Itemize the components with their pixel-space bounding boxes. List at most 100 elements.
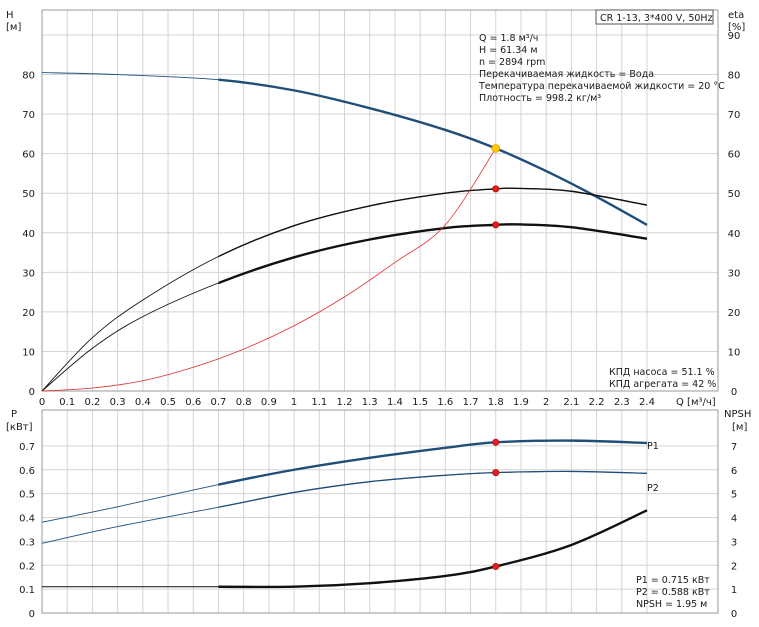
duty-point-marker: [492, 562, 500, 570]
series-P1-operating-range: [218, 439, 648, 486]
x-tick-label: 2.4: [639, 397, 655, 408]
h-axis-label: H: [6, 10, 14, 21]
x-tick-label: 1.3: [362, 397, 378, 408]
duty-point-marker: [492, 438, 500, 446]
x-tick-label: 2.2: [589, 397, 605, 408]
x-tick-label: 2: [543, 397, 549, 408]
series-head-operating-range: [218, 78, 648, 226]
top-y-right-tick-label: 30: [728, 268, 741, 279]
duty-point-marker: [492, 221, 500, 229]
h-axis-unit: [м]: [6, 22, 21, 33]
top-y-tick-label: 80: [22, 71, 35, 82]
top-y-tick-label: 50: [22, 189, 35, 200]
top-y-right-tick-label: 50: [728, 189, 741, 200]
p-axis-label: P: [11, 409, 17, 420]
npsh-axis-unit: [м]: [732, 422, 747, 433]
top-y-tick-label: 40: [22, 229, 35, 240]
top-y-tick-label: 70: [22, 110, 35, 121]
x-tick-label: 0: [39, 397, 45, 408]
x-tick-label: 1.5: [412, 397, 428, 408]
x-tick-label: 1.6: [437, 397, 453, 408]
top-y-right-tick-label: 40: [728, 229, 741, 240]
top-y-tick-label: 20: [22, 308, 35, 319]
series-P2-operating-range: [218, 470, 648, 508]
x-tick-label: 0.5: [160, 397, 176, 408]
bottom-frame: [41, 409, 719, 614]
top-y-right-tick-label: 20: [728, 308, 741, 319]
bottom-y-tick-label: 0: [29, 609, 35, 620]
top-panel: [41, 9, 719, 392]
x-tick-label: 1.4: [387, 397, 403, 408]
bottom-panel: [41, 409, 719, 614]
bottom-y-tick-label: 0.6: [19, 466, 35, 477]
p-axis-unit: [кВт]: [6, 422, 33, 433]
x-tick-label: 1.2: [337, 397, 353, 408]
series-eta_unit-operating-range: [218, 223, 648, 285]
top-y-right-tick-label: 0: [731, 387, 737, 398]
x-tick-label: 0.3: [110, 397, 126, 408]
x-tick-label: 1.7: [463, 397, 479, 408]
bottom-y-tick-label: 0.2: [19, 561, 35, 572]
top-frame: [41, 9, 719, 392]
top-y-tick-label: 30: [22, 268, 35, 279]
top-y-tick-label: 60: [22, 150, 35, 161]
series-system-line: [41, 148, 497, 392]
title-box: [595, 9, 714, 25]
bottom-y-right-tick-label: 0: [731, 609, 737, 620]
info-eta-unit: КПД агрегата = 42 %: [609, 379, 716, 390]
bottom-y-tick-label: 0.3: [19, 537, 35, 548]
duty-point-marker: [492, 185, 500, 193]
info-n: n = 2894 rpm: [479, 57, 545, 68]
x-tick-label: 1.1: [311, 397, 327, 408]
x-tick-label: 0.1: [59, 397, 75, 408]
x-tick-label: 0.2: [84, 397, 100, 408]
bottom-y-right-tick-label: 5: [731, 490, 737, 501]
duty-point-marker: [492, 469, 500, 477]
title-box-text: CR 1-13, 3*400 V, 50Hz: [600, 13, 713, 24]
legend-p2: P2: [647, 483, 659, 494]
bottom-y-tick-label: 0.1: [19, 585, 35, 596]
info-p1: P1 = 0.715 кВт: [636, 575, 710, 586]
info-h: H = 61.34 м: [479, 45, 538, 56]
bottom-y-right-tick-label: 6: [731, 466, 737, 477]
duty-point-marker: [491, 144, 501, 153]
series-eta_pump-operating-range: [218, 187, 648, 258]
info-eta-pump: КПД насоса = 51.1 %: [609, 367, 715, 378]
bottom-y-right-tick-label: 7: [731, 442, 737, 453]
x-tick-label: 0.9: [261, 397, 277, 408]
top-y-right-tick-label: 10: [728, 347, 741, 358]
info-density: Плотность = 998.2 кг/м³: [479, 93, 601, 104]
top-y-tick-label: 10: [22, 347, 35, 358]
info-p2: P2 = 0.588 кВт: [636, 587, 710, 598]
bottom-y-right-tick-label: 4: [731, 514, 737, 525]
x-tick-label: 1.9: [513, 397, 529, 408]
info-liquid: Перекачиваемая жидкость = Вода: [479, 69, 654, 80]
info-npsh: NPSH = 1.95 м: [636, 599, 707, 610]
x-tick-label: 0.8: [236, 397, 252, 408]
q-axis-label: Q [м³/ч]: [676, 397, 716, 408]
bottom-y-right-tick-label: 3: [731, 537, 737, 548]
eta-axis-label: eta: [728, 10, 744, 21]
x-tick-label: 1: [291, 397, 297, 408]
bottom-y-right-tick-label: 1: [731, 585, 737, 596]
top-y-right-tick-label: 90: [728, 31, 741, 42]
x-tick-label: 0.7: [211, 397, 227, 408]
top-y-right-tick-label: 70: [728, 110, 741, 121]
eta-axis-unit: [%]: [728, 22, 745, 33]
top-y-right-tick-label: 60: [728, 150, 741, 161]
x-tick-label: 2.1: [563, 397, 579, 408]
bottom-y-tick-label: 0.7: [19, 442, 35, 453]
top-y-tick-label: 0: [29, 387, 35, 398]
npsh-axis-label: NPSH: [724, 409, 751, 420]
bottom-y-tick-label: 0.4: [19, 514, 35, 525]
series-NPSH-operating-range: [218, 509, 648, 589]
top-y-right-tick-label: 80: [728, 71, 741, 82]
bottom-y-right-tick-label: 2: [731, 561, 737, 572]
info-q: Q = 1.8 м³/ч: [479, 33, 538, 44]
x-tick-label: 0.4: [135, 397, 151, 408]
x-tick-label: 1.8: [488, 397, 504, 408]
info-temperature: Температура перекачиваемой жидкости = 20…: [478, 81, 725, 92]
x-tick-label: 0.6: [185, 397, 201, 408]
